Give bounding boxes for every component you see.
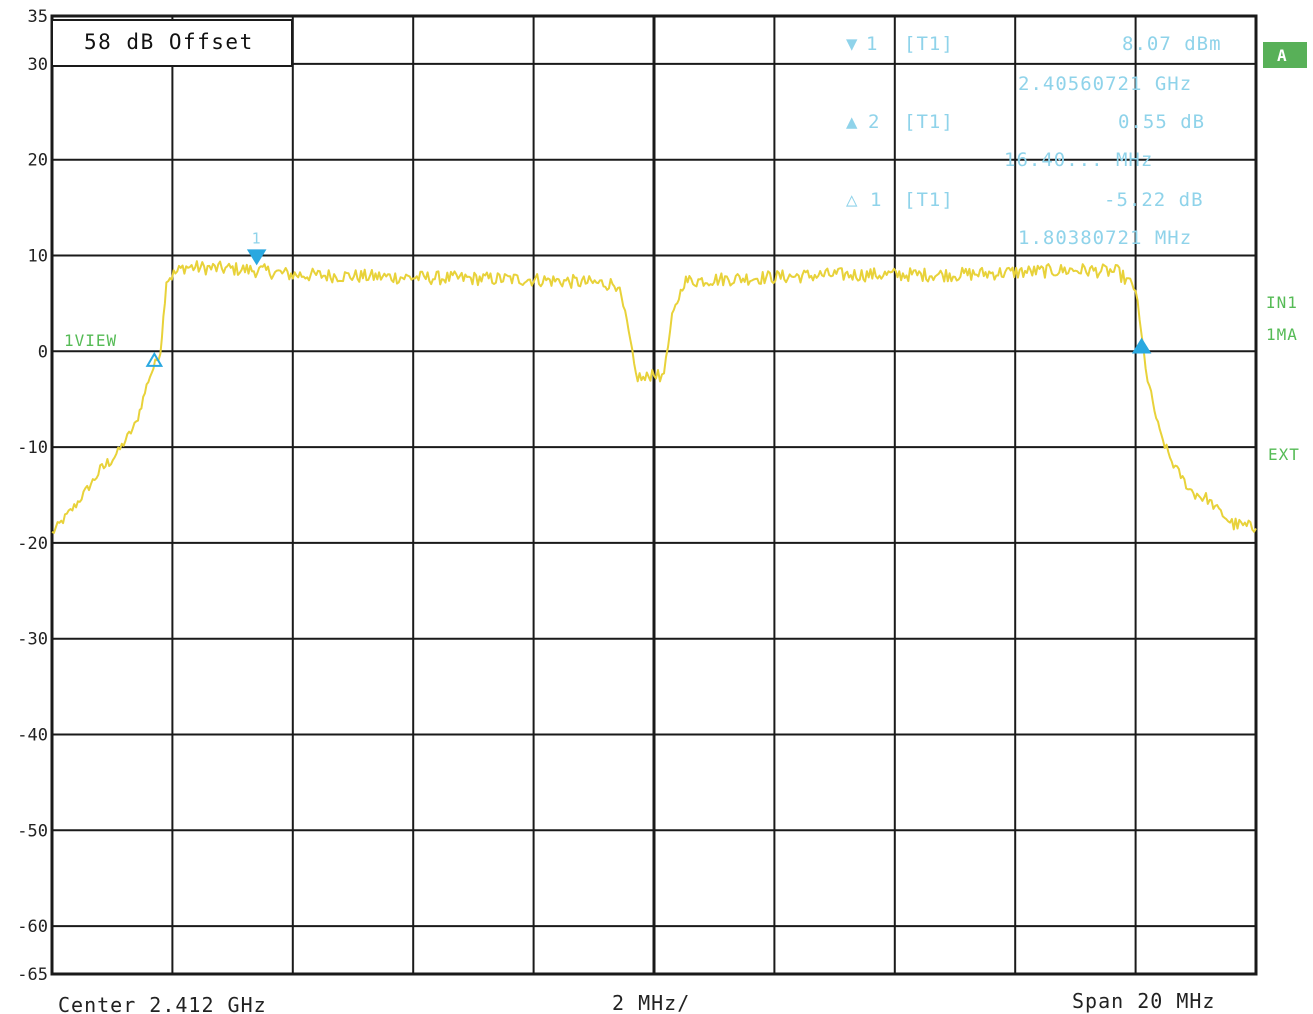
marker-3-id: 1 xyxy=(870,189,882,211)
marker-1 xyxy=(246,249,267,266)
input-label: IN1 xyxy=(1266,293,1298,312)
y-tick-label: -40 xyxy=(17,726,48,746)
trace-a-badge xyxy=(1263,42,1307,68)
marker-2-symbol: ▲ xyxy=(846,111,858,133)
marker-readout-panel: ▼ 1 [T1] 8.07 dBm 2.40560721 GHz ▲ 2 [T1… xyxy=(846,33,1222,249)
y-tick-label: 0 xyxy=(38,342,48,362)
trace-a-badge-label: A xyxy=(1277,46,1287,65)
marker-1-id: 1 xyxy=(866,33,878,55)
marker-1-label: 1 xyxy=(252,229,261,247)
marker-3 xyxy=(1131,337,1152,354)
marker-3-freq: 1.80380721 MHz xyxy=(1018,227,1192,249)
marker-3-value: -5.22 dB xyxy=(1104,189,1204,211)
offset-label: 58 dB Offset xyxy=(84,30,254,54)
y-tick-label: -10 xyxy=(17,438,48,458)
y-tick-label: 10 xyxy=(28,247,48,267)
view-label: 1VIEW xyxy=(64,331,117,350)
y-tick-label: -65 xyxy=(17,965,48,985)
center-frequency-label: Center 2.412 GHz xyxy=(58,993,267,1014)
y-tick-label: 20 xyxy=(28,151,48,171)
y-tick-label: -20 xyxy=(17,534,48,554)
marker-2-freq: 16.40... MHz xyxy=(1004,149,1153,171)
max-hold-label: 1MA xyxy=(1266,325,1298,344)
y-tick-label: -60 xyxy=(17,917,48,937)
offset-box xyxy=(51,19,293,67)
trace-markers: 1 xyxy=(145,229,1152,367)
marker-3-tag: [T1] xyxy=(904,189,954,211)
marker-2 xyxy=(145,351,164,367)
y-tick-label: -30 xyxy=(17,630,48,650)
spectrum-trace xyxy=(51,260,1257,534)
scale-per-division-label: 2 MHz/ xyxy=(612,991,690,1014)
y-tick-label: 30 xyxy=(28,55,48,75)
marker-1-symbol: ▼ xyxy=(846,33,858,55)
marker-1-tag: [T1] xyxy=(904,33,954,55)
marker-2-value: 0.55 dB xyxy=(1118,111,1205,133)
marker-2-id: 2 xyxy=(868,111,880,133)
span-label: Span 20 MHz xyxy=(1072,989,1215,1013)
marker-2-tag: [T1] xyxy=(904,111,954,133)
y-tick-label: -50 xyxy=(17,821,48,841)
y-axis-ticks: 35 30 20 10 0 -10 -20 -30 -40 -50 -60 -65 xyxy=(17,7,48,985)
marker-1-value: 8.07 dBm xyxy=(1122,33,1222,55)
marker-1-freq: 2.40560721 GHz xyxy=(1018,73,1192,95)
marker-3-symbol: △ xyxy=(846,189,858,211)
y-tick-label: 35 xyxy=(28,7,48,27)
ext-label: EXT xyxy=(1268,445,1300,464)
